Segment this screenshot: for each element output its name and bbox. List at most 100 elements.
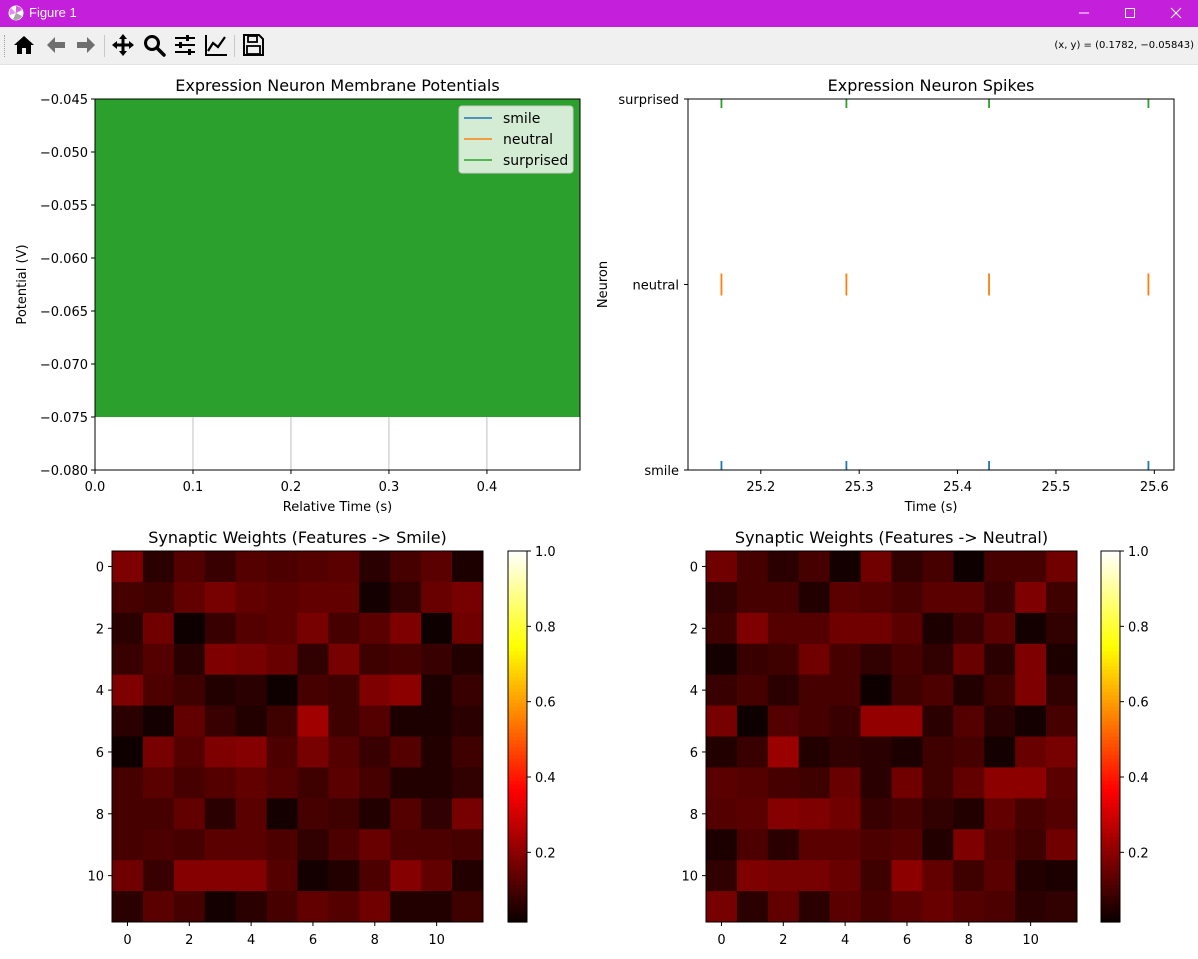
x-tick-label: 0.3 <box>379 480 400 495</box>
colorbar-segment <box>508 840 527 845</box>
heatmap-cell <box>173 551 206 583</box>
colorbar-segment <box>508 554 527 560</box>
heatmap-cell <box>706 551 738 583</box>
y-tick-label: −0.060 <box>40 252 88 267</box>
plot-title: Synaptic Weights (Features -> Neutral) <box>735 528 1048 547</box>
figure-canvas[interactable]: 0.0 0.1 0.2 0.3 0.4 −0.045 −0.050 −0.055 −0.060 −… <box>0 64 1198 959</box>
colorbar-segment <box>1101 855 1120 860</box>
colorbar-segment <box>508 558 527 563</box>
heatmap-cell <box>922 860 954 892</box>
colorbar-segment <box>508 643 527 649</box>
close-icon <box>1170 7 1182 19</box>
x-tick-label: 0 <box>717 933 725 948</box>
heatmap-cell <box>204 581 237 614</box>
heatmap-cell <box>421 551 453 583</box>
minimize-icon <box>1079 12 1089 14</box>
heatmap-cell <box>112 860 144 892</box>
home-button[interactable] <box>10 31 38 59</box>
minimize-button[interactable] <box>1061 0 1107 27</box>
colorbar-segment <box>1101 654 1120 660</box>
colorbar-segment <box>508 569 527 574</box>
maximize-button[interactable] <box>1107 0 1153 27</box>
y-tick-label: 2 <box>96 622 104 637</box>
x-tick-label: 25.3 <box>845 480 874 495</box>
back-button[interactable] <box>42 31 70 59</box>
colorbar-segment <box>1101 651 1120 656</box>
colorbar-segment <box>1101 628 1120 634</box>
colorbar-segment <box>508 896 527 901</box>
heatmap-cell <box>421 767 453 799</box>
heatmap-cell <box>235 581 268 614</box>
heatmap-cell <box>891 551 923 583</box>
heatmap-cell <box>922 674 954 707</box>
colorbar-segment <box>508 573 527 578</box>
colorbar-segment <box>1101 862 1120 867</box>
heatmap-cell <box>359 581 391 614</box>
heatmap-cell <box>706 798 738 830</box>
colorbar-segment <box>1101 877 1120 882</box>
x-tick-label: 4 <box>841 933 849 948</box>
heatmap-cell <box>297 581 329 614</box>
colorbar-segment <box>508 855 527 860</box>
configure-subplots-button[interactable] <box>171 31 199 59</box>
colorbar-segment <box>508 714 527 719</box>
heatmap-cell <box>706 674 738 707</box>
heatmap-cell <box>953 674 985 707</box>
colorbar-segment <box>1101 806 1120 812</box>
heatmap-cell <box>204 798 237 830</box>
edit-axis-icon <box>205 35 227 56</box>
heatmap-cell <box>1015 705 1047 737</box>
heatmap-cell <box>891 612 923 645</box>
colorbar-segment <box>1101 725 1120 730</box>
colorbar-segment <box>1101 721 1120 726</box>
colorbar-segment <box>508 703 527 708</box>
heatmap-cell <box>860 581 892 614</box>
heatmap-cell <box>297 798 329 830</box>
heatmap-cell <box>452 612 484 645</box>
legend-box <box>458 105 574 174</box>
save-button[interactable] <box>239 31 267 59</box>
close-button[interactable] <box>1153 0 1198 27</box>
heatmap-cell <box>235 767 268 799</box>
colorbar-segment <box>1101 562 1120 567</box>
x-tick-label: 6 <box>903 933 911 948</box>
zoom-button[interactable] <box>140 31 168 59</box>
pan-button[interactable] <box>109 31 137 59</box>
heatmap-cell <box>829 798 862 830</box>
edit-axis-button[interactable] <box>202 31 230 59</box>
legend: smile neutral surprised <box>458 105 574 174</box>
heatmap-cell <box>173 891 206 923</box>
heatmap-cell <box>297 551 329 583</box>
colorbar-segment <box>1101 840 1120 845</box>
heatmap-cell <box>922 612 954 645</box>
x-tick-label: 25.2 <box>746 480 775 495</box>
heatmap-cell <box>235 798 268 830</box>
heatmap-cell <box>359 674 391 707</box>
heatmap-cell <box>297 860 329 892</box>
colorbar-segment <box>1101 588 1120 593</box>
colorbar-segment <box>508 821 527 827</box>
heatmap-cell <box>1015 643 1047 676</box>
colorbar-segment <box>508 740 527 745</box>
heatmap-cell <box>1015 829 1047 861</box>
heatmap-cell <box>297 643 329 676</box>
colorbar-segment <box>508 910 527 916</box>
spikes-plot: 25.2 25.3 25.4 25.5 25.6 smile neutral surprise… <box>596 76 1175 515</box>
colorbar-segment <box>508 725 527 730</box>
colorbar-segment <box>1101 881 1120 886</box>
y-tick-label: 4 <box>690 684 698 699</box>
colorbar-segment <box>1101 818 1120 823</box>
colorbar-frame <box>1100 550 1121 923</box>
colorbar-segment <box>1101 766 1120 771</box>
colorbar-segment <box>508 666 527 671</box>
colorbar-frame <box>507 550 528 923</box>
heatmap-cell <box>173 674 206 707</box>
heatmap-cell <box>829 891 862 923</box>
colorbar-segment <box>1101 873 1120 879</box>
forward-button[interactable] <box>72 31 100 59</box>
colorbar-segment <box>508 918 527 923</box>
colorbar-segment <box>1101 602 1120 608</box>
heatmap-cell <box>984 891 1016 923</box>
heatmap-cell <box>953 581 985 614</box>
heatmap-cell <box>767 612 800 645</box>
